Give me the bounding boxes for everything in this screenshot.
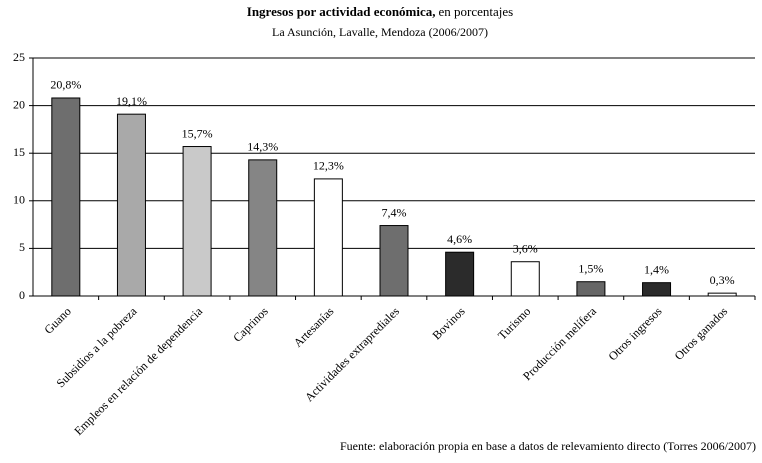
value-label: 4,6% [447, 232, 472, 246]
bar [116, 113, 146, 297]
chart-title-group: Ingresos por actividad económica, en por… [247, 4, 513, 19]
bar [379, 225, 409, 297]
bar [445, 251, 475, 297]
x-tick-label: Producción melífera [520, 304, 599, 383]
bar [182, 146, 212, 297]
y-tick-label: 15 [13, 145, 25, 159]
value-label: 12,3% [313, 159, 344, 173]
value-label: 0,3% [710, 273, 735, 287]
value-label: 15,7% [182, 126, 213, 140]
value-label: 7,4% [382, 205, 407, 219]
y-tick-label: 0 [19, 288, 25, 302]
y-tick-label: 25 [13, 50, 25, 64]
x-tick-label: Bovinos [430, 304, 468, 342]
value-label: 20,8% [50, 78, 81, 92]
chart-title: Ingresos por actividad económica, [247, 4, 436, 19]
value-label: 3,6% [513, 241, 538, 255]
bar [313, 178, 343, 297]
y-tick-label: 10 [13, 193, 25, 207]
value-label: 14,3% [247, 140, 278, 154]
x-tick-label: Otros ganados [672, 304, 731, 363]
x-tick-label: Artesanías [291, 304, 337, 350]
y-tick-label: 5 [19, 240, 25, 254]
x-tick-label: Otros ingresos [605, 304, 664, 363]
chart-subtitle: La Asunción, Lavalle, Mendoza (2006/2007… [272, 25, 488, 39]
bar [576, 281, 606, 297]
x-tick-label: Empleos en relación de dependencia [71, 304, 205, 438]
bar [51, 97, 81, 297]
bar [248, 159, 278, 297]
y-tick-label: 20 [13, 97, 25, 111]
x-tick-label: Caprinos [230, 304, 271, 345]
x-tick-label: Turismo [495, 304, 533, 342]
bar [510, 261, 540, 297]
chart-title-note: en porcentajes [439, 4, 514, 19]
value-label: 1,5% [578, 261, 603, 275]
bar [642, 282, 672, 297]
x-tick-label: Guano [41, 304, 74, 337]
value-label: 19,1% [116, 94, 147, 108]
value-label: 1,4% [644, 262, 669, 276]
source-note: Fuente: elaboración propia en base a dat… [340, 439, 756, 453]
